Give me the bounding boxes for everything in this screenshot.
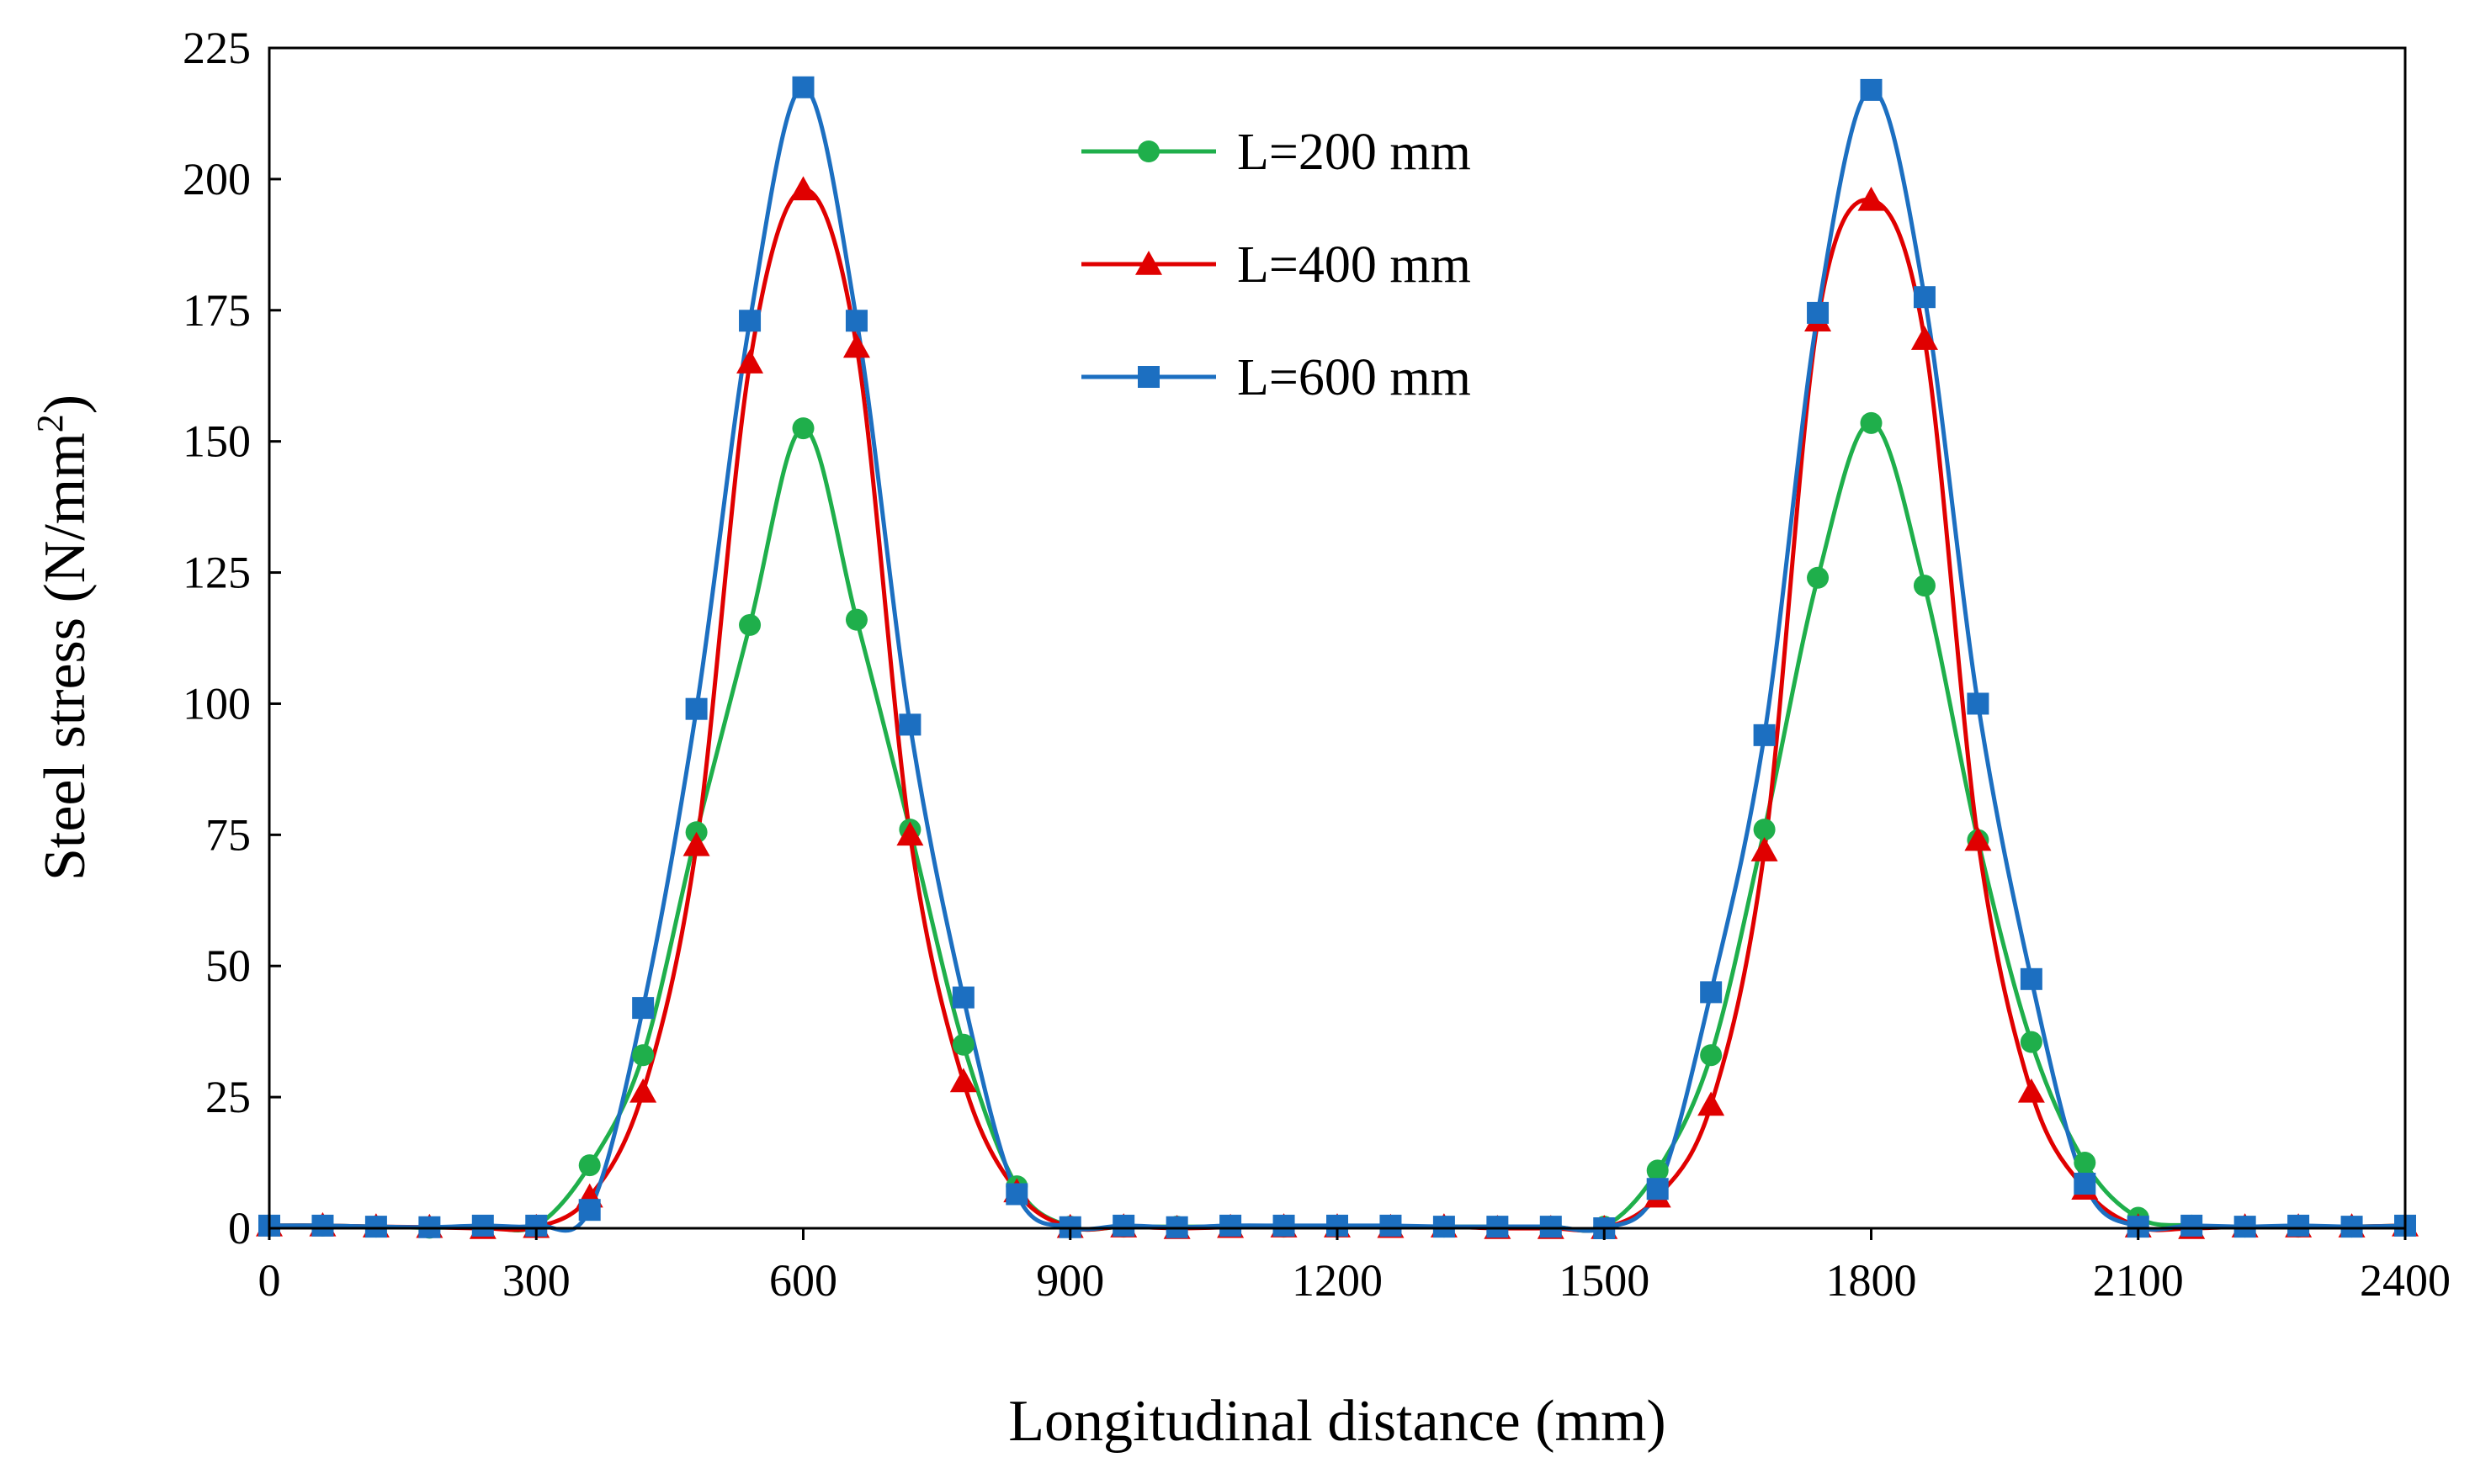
x-tick-label: 0 [258, 1255, 281, 1306]
data-point [845, 608, 868, 631]
data-point [739, 310, 762, 332]
data-point [952, 1033, 975, 1056]
data-point [1860, 411, 1883, 434]
data-point [1860, 78, 1883, 101]
data-point [311, 1214, 334, 1237]
data-point [364, 1216, 387, 1238]
y-tick-label: 0 [228, 1203, 251, 1253]
y-tick-label: 175 [183, 285, 251, 336]
series-markers-square [258, 76, 2416, 1239]
data-point [1646, 1159, 1669, 1182]
data-point [2233, 1216, 2256, 1238]
y-tick-label: 75 [205, 809, 251, 860]
y-axis-title-main: Steel stress (N/mm [33, 432, 98, 881]
y-tick-label: 150 [183, 416, 251, 467]
x-axis-title: Longitudinal distance (mm) [1008, 1389, 1665, 1454]
data-point [2340, 1216, 2363, 1238]
data-point [1697, 1091, 1725, 1116]
legend-swatch-marker [1138, 140, 1160, 162]
data-point [578, 1154, 601, 1177]
data-point [629, 1078, 657, 1103]
x-tick-label: 300 [502, 1255, 571, 1306]
data-point [1807, 566, 1830, 589]
data-point [789, 176, 817, 201]
x-tick-label: 900 [1036, 1255, 1104, 1306]
data-point [1753, 819, 1776, 841]
data-point [842, 333, 870, 358]
data-point [792, 417, 815, 440]
data-point [578, 1199, 601, 1222]
data-point [1700, 1044, 1723, 1067]
x-tick-label: 2100 [2093, 1255, 2184, 1306]
legend-item-circle: L=200 mm [1081, 124, 1471, 181]
y-tick-label: 225 [183, 23, 251, 73]
x-tick-label: 1200 [1292, 1255, 1383, 1306]
data-point [1964, 826, 1992, 851]
data-point [792, 76, 815, 98]
data-point [2020, 1031, 2042, 1053]
data-point [1913, 286, 1936, 309]
y-tick-label: 50 [205, 941, 251, 991]
data-point [845, 310, 868, 332]
legend-label: L=200 mm [1237, 124, 1471, 181]
data-point [1113, 1214, 1135, 1237]
legend-swatch-marker [1138, 366, 1160, 388]
data-point [2074, 1152, 2096, 1174]
data-point [1539, 1216, 1562, 1238]
data-point [1857, 186, 1885, 211]
y-axis-title-superscript: 2 [29, 414, 71, 432]
data-point [1750, 837, 1778, 861]
data-point [1967, 692, 1989, 715]
data-point [1432, 1216, 1455, 1238]
y-tick-label: 100 [183, 678, 251, 729]
data-point [1753, 723, 1776, 746]
data-point [682, 831, 710, 856]
data-point [1913, 575, 1936, 597]
y-axis-title: Steel stress (N/mm2) [29, 395, 98, 881]
data-point [685, 697, 708, 720]
data-point [632, 997, 655, 1020]
data-point [736, 349, 764, 374]
data-point [739, 613, 762, 636]
data-point [1700, 981, 1723, 1004]
legend: L=200 mm L=400 mm L=600 mm [1081, 124, 1471, 406]
legend-item-triangle: L=400 mm [1081, 236, 1471, 294]
data-point [1486, 1216, 1509, 1238]
x-tick-label: 600 [769, 1255, 837, 1306]
data-point [952, 986, 975, 1009]
x-tick-label: 2400 [2360, 1255, 2451, 1306]
legend-item-square: L=600 mm [1081, 349, 1471, 406]
data-point [2074, 1172, 2096, 1195]
data-point [471, 1214, 494, 1237]
data-point [2017, 1078, 2045, 1103]
data-point [949, 1068, 977, 1093]
x-tick-label: 1500 [1559, 1255, 1649, 1306]
data-point [899, 713, 921, 736]
legend-label: L=600 mm [1237, 349, 1471, 406]
data-point [1006, 1183, 1028, 1206]
data-point [1807, 301, 1830, 324]
y-tick-label: 25 [205, 1072, 251, 1122]
y-axis-title-close: ) [33, 395, 98, 414]
data-point [2287, 1214, 2310, 1237]
data-point [1646, 1178, 1669, 1200]
data-point [632, 1044, 655, 1067]
x-tick-label: 1800 [1826, 1255, 1917, 1306]
legend-label: L=400 mm [1237, 236, 1471, 294]
data-point [2180, 1214, 2203, 1237]
data-point [1910, 326, 1938, 350]
data-point [2020, 967, 2042, 990]
legend-swatch-marker [1135, 251, 1162, 275]
data-point [1379, 1214, 1402, 1237]
x-axis-ticks: 0 300 600 900 1200 1500 1800 2100 2400 [258, 1228, 2451, 1306]
y-tick-label: 125 [183, 548, 251, 598]
data-point [1272, 1214, 1295, 1237]
y-tick-label: 200 [183, 154, 251, 204]
y-axis-ticks: 0 25 50 75 100 125 150 175 200 225 [183, 23, 281, 1253]
data-point [1219, 1214, 1242, 1237]
data-point [896, 821, 924, 846]
